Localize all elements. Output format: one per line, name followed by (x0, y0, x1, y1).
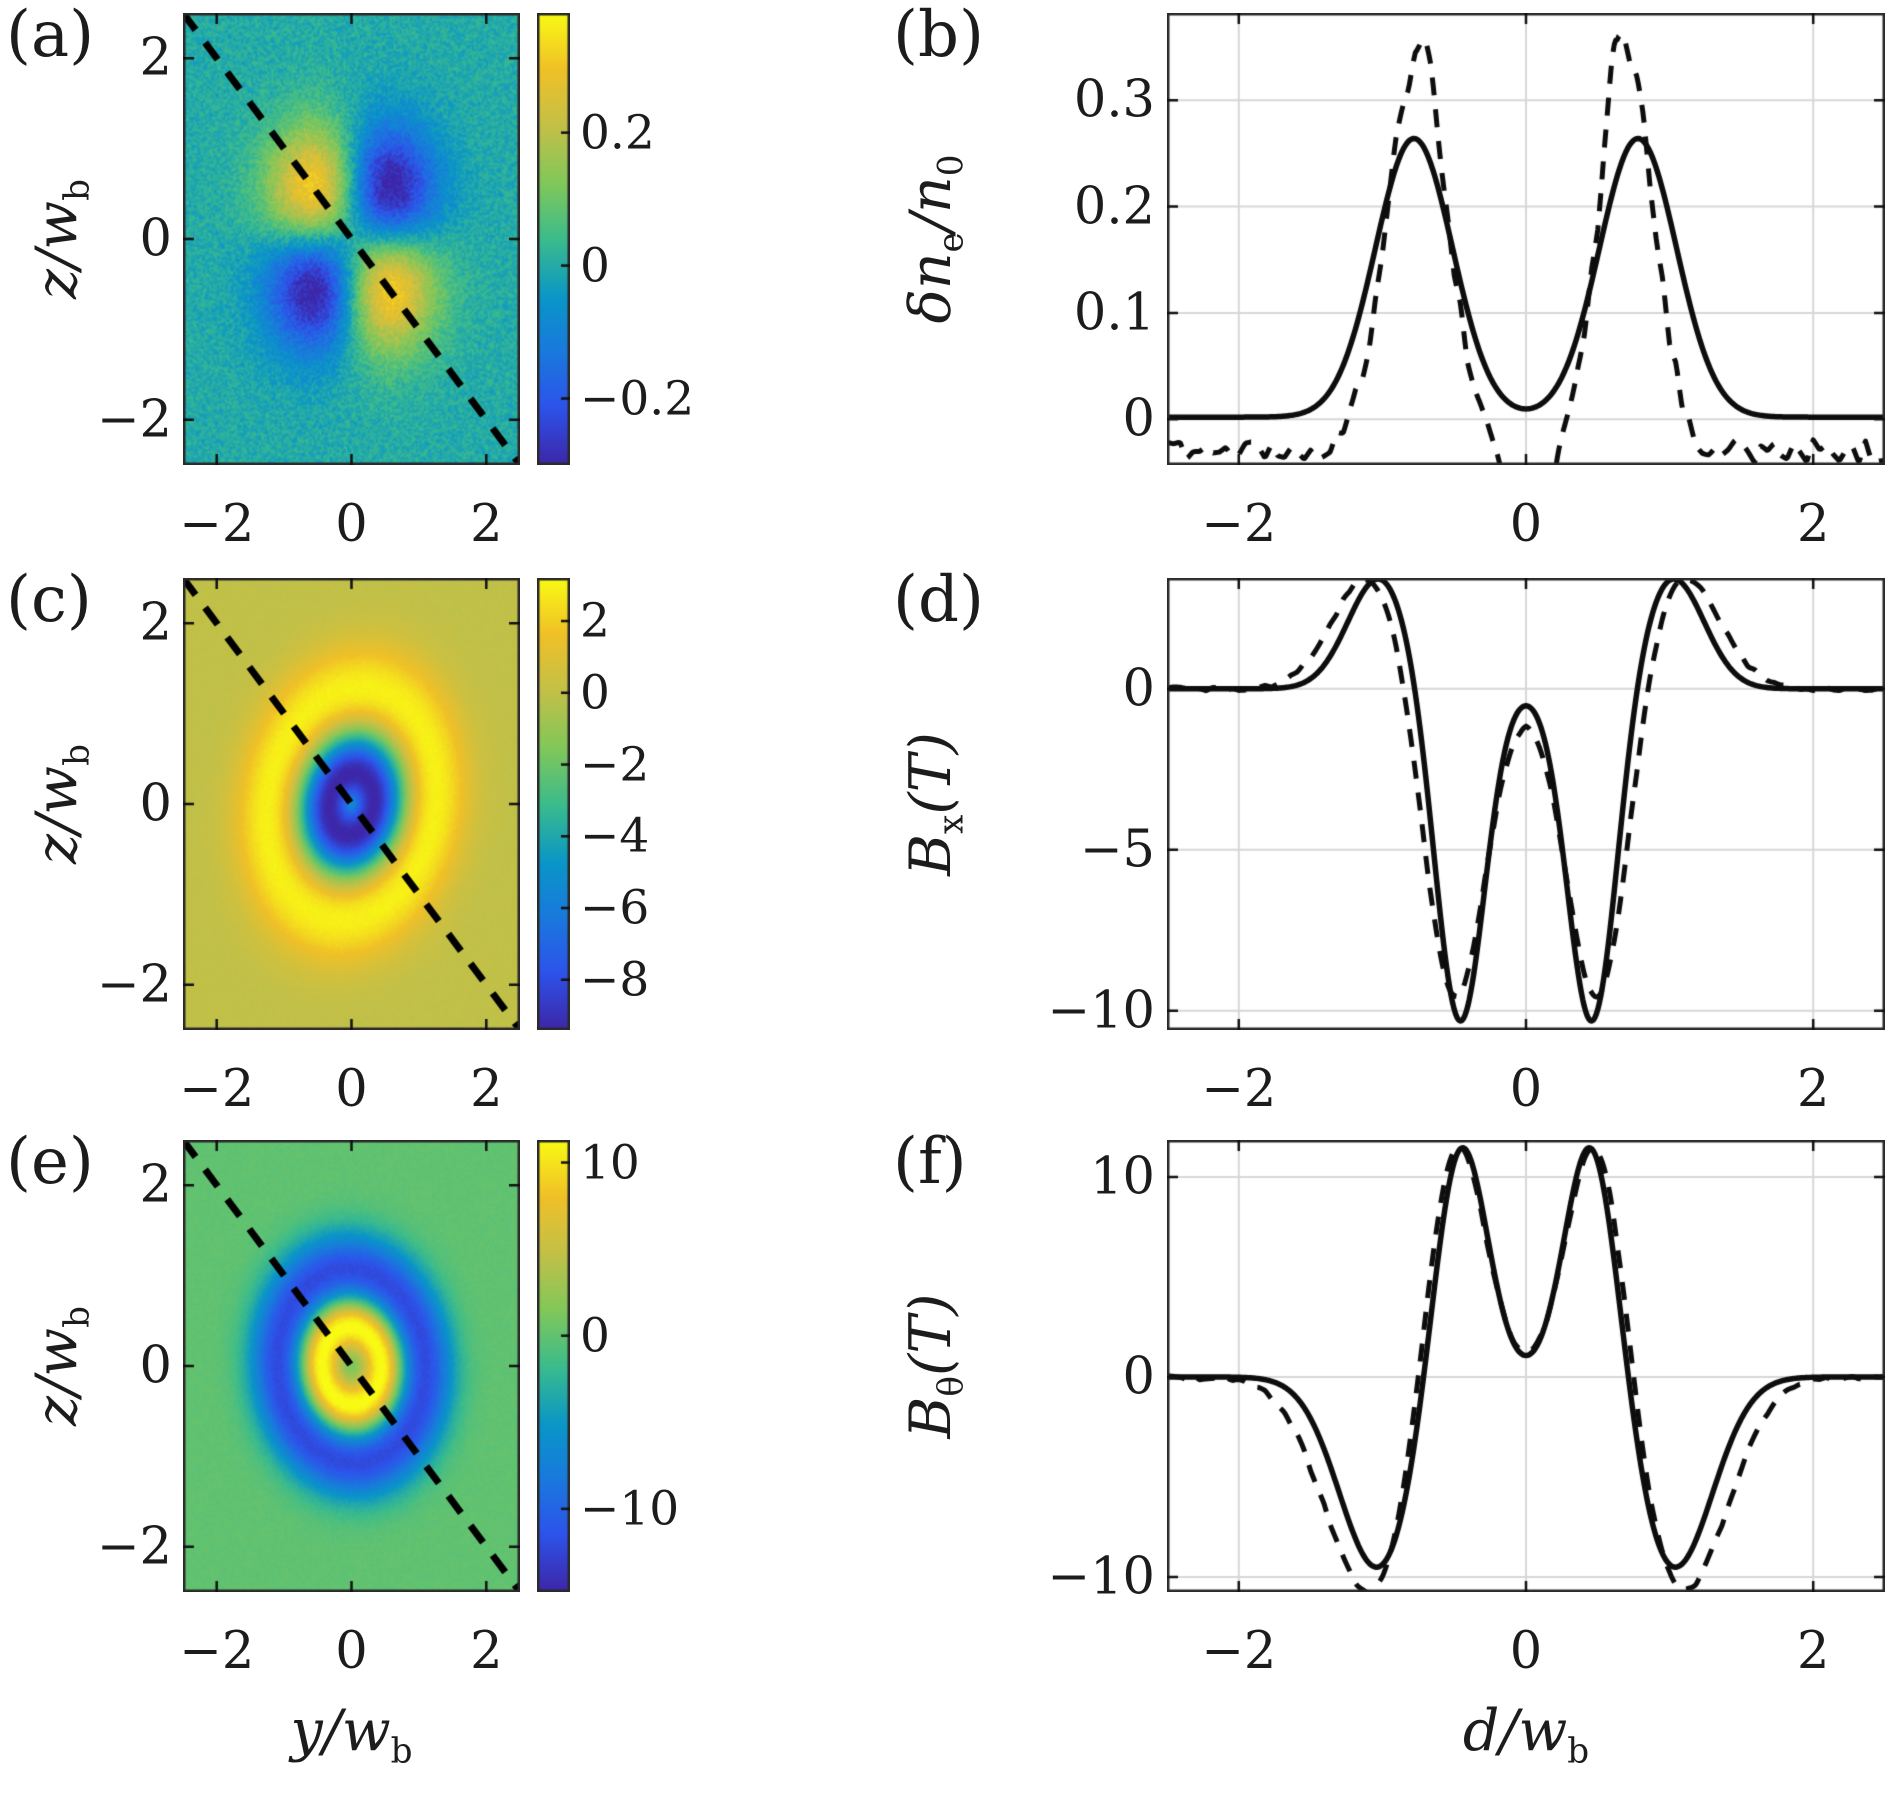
x-tick-label: 2 (1796, 1622, 1830, 1681)
panel-c-label: (c) (6, 563, 92, 637)
panel-c-heatmap-canvas (183, 578, 520, 1030)
x-tick-label: 2 (470, 495, 503, 554)
y-tick-label: 2 (139, 28, 172, 88)
panel-e-label: (e) (6, 1125, 94, 1199)
colorbar-tick-label: −2 (580, 737, 650, 793)
panel-f-lineplot-canvas (1167, 1140, 1885, 1592)
panel-c-colorbar-canvas (537, 578, 570, 1030)
x-tick-label: −2 (1201, 1060, 1277, 1119)
panel-a-heatmap-canvas (183, 13, 520, 465)
panel-a-label: (a) (6, 0, 95, 72)
y-tick-label: 2 (139, 1155, 172, 1215)
x-tick-label: −2 (1201, 495, 1277, 554)
x-tick-label: 0 (1509, 1060, 1543, 1119)
y-tick-label: 0 (139, 774, 172, 834)
panel-d-label: (d) (893, 563, 984, 637)
x-tick-label: 0 (335, 1060, 368, 1119)
y-tick-label: 0 (1122, 659, 1155, 719)
x-tick-label: 0 (1509, 495, 1543, 554)
x-tick-label: −2 (179, 495, 255, 554)
colorbar-tick-label: 10 (580, 1135, 640, 1190)
colorbar-tick-label: −8 (580, 952, 650, 1008)
x-tick-label: 0 (335, 495, 368, 554)
y-tick-label: −2 (96, 1517, 172, 1577)
y-tick-label: −2 (96, 955, 172, 1015)
panel-b-label: (b) (893, 0, 984, 72)
panel-e-colorbar-canvas (537, 1140, 570, 1592)
y-tick-label: 0 (1122, 1347, 1155, 1407)
panel-e-heatmap-canvas (183, 1140, 520, 1592)
colorbar-tick-label: −6 (580, 880, 650, 936)
y-tick-label: 0 (139, 209, 172, 269)
y-tick-label: 0.2 (1073, 177, 1155, 237)
x-tick-label: −2 (1201, 1622, 1277, 1681)
panel-f-xlabel: d/wb (1462, 1698, 1590, 1772)
panel-e-xlabel: y/wb (290, 1698, 413, 1772)
colorbar-tick-label: 0.2 (580, 105, 655, 161)
x-tick-label: 2 (470, 1622, 503, 1681)
y-tick-label: 0 (139, 1336, 172, 1396)
colorbar-tick-label: −10 (580, 1481, 680, 1537)
panel-a-colorbar-canvas (537, 13, 570, 465)
x-tick-label: −2 (179, 1060, 255, 1119)
y-tick-label: 0 (1122, 389, 1155, 449)
y-tick-label: −10 (1047, 1547, 1155, 1607)
x-tick-label: 0 (335, 1622, 368, 1681)
y-tick-label: −2 (96, 390, 172, 450)
colorbar-tick-label: 2 (580, 593, 610, 649)
colorbar-tick-label: −4 (580, 808, 650, 864)
y-tick-label: 10 (1090, 1147, 1155, 1207)
panel-f-label: (f) (893, 1125, 967, 1199)
colorbar-tick-label: 0 (580, 665, 610, 721)
x-tick-label: 2 (1796, 1060, 1830, 1119)
y-tick-label: −5 (1079, 820, 1155, 880)
colorbar-tick-label: 0 (580, 238, 610, 294)
x-tick-label: 0 (1509, 1622, 1543, 1681)
panel-b-lineplot-canvas (1167, 13, 1885, 465)
y-tick-label: −10 (1047, 981, 1155, 1041)
colorbar-tick-label: 0 (580, 1308, 610, 1364)
y-tick-label: 2 (139, 593, 172, 653)
x-tick-label: −2 (179, 1622, 255, 1681)
colorbar-tick-label: −0.2 (580, 371, 695, 427)
x-tick-label: 2 (1796, 495, 1830, 554)
panel-d-lineplot-canvas (1167, 578, 1885, 1030)
y-tick-label: 0.1 (1073, 283, 1155, 343)
x-tick-label: 2 (470, 1060, 503, 1119)
y-tick-label: 0.3 (1073, 70, 1155, 130)
